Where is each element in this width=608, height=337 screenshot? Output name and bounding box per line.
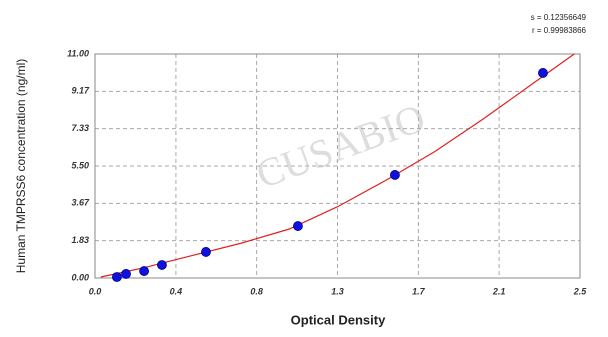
y-tick-label: 7.33 [71, 123, 89, 133]
plot-frame [94, 53, 581, 279]
y-tick-label: 1.83 [71, 235, 89, 245]
y-tick-label: 9.17 [71, 86, 90, 96]
data-point [201, 247, 211, 257]
x-tick-label: 0.4 [170, 286, 183, 296]
x-tick-label: 0.8 [250, 286, 263, 296]
data-point [293, 221, 303, 231]
data-point [139, 266, 149, 276]
annotation: r = 0.99983866 [532, 26, 587, 35]
data-point [390, 170, 400, 180]
x-tick-label: 2.1 [492, 286, 506, 296]
y-axis-title: Human TMPRSS6 concentration (ng/ml) [14, 59, 28, 274]
y-tick-label: 3.67 [71, 198, 90, 208]
fit-curve [100, 53, 575, 278]
y-tick-label: 0.00 [71, 272, 89, 282]
x-tick-label: 2.5 [573, 286, 588, 296]
data-point [157, 260, 167, 270]
y-tick-label: 11.00 [67, 48, 89, 58]
y-tick-label: 5.50 [71, 160, 89, 170]
data-point [121, 269, 131, 279]
data-point [112, 272, 122, 282]
data-point [538, 68, 548, 78]
x-tick-label: 0.0 [89, 286, 102, 296]
x-tick-label: 1.3 [331, 286, 344, 296]
x-tick-label: 1.7 [412, 286, 426, 296]
annotation: s = 0.12356649 [531, 13, 587, 22]
x-axis-title: Optical Density [291, 312, 386, 327]
